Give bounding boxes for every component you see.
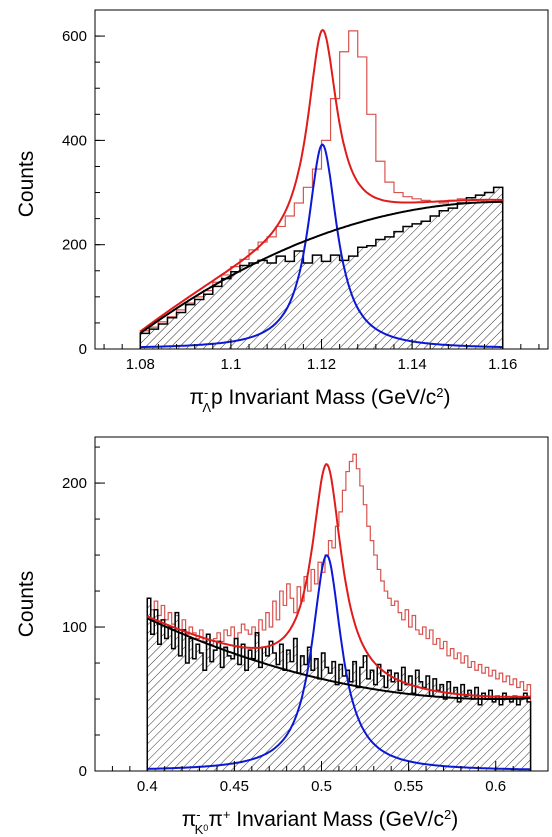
x-axis-label-kaon: π-K0π+ Invariant Mass (GeV/c2) xyxy=(182,807,458,837)
y-tick-label-lambda: 400 xyxy=(62,132,87,149)
background-fit-curve-kaon xyxy=(146,617,531,700)
fit-curves-lambda xyxy=(139,28,503,349)
chart-panel-lambda: 1.08 1.1 1.12 1.14 1.16 0 200 400 600 Counts π-Λ… xyxy=(15,9,549,415)
x-label-sup: - xyxy=(204,385,208,400)
x-tick-label-kaon: 0.55 xyxy=(394,778,423,795)
y-axis-label-lambda: Counts xyxy=(15,151,38,218)
y-axis-label-kaon: Counts xyxy=(15,571,38,638)
y-tick-label-lambda: 0 xyxy=(79,341,87,358)
y-tick-label-lambda: 600 xyxy=(62,28,87,45)
axis-ticks-kaon: 0.4 0.45 0.5 0.55 0.6 0 100 200 xyxy=(62,446,532,795)
x-tick-label-lambda: 1.1 xyxy=(220,356,241,373)
x-label-unit-sup: 2 xyxy=(436,385,443,400)
signal-fit-curve-kaon xyxy=(147,554,531,771)
total-histogram-lambda xyxy=(139,30,504,349)
x-axis-label-lambda: π-Λp Invariant Mass (GeV/c2) xyxy=(189,385,450,415)
axis-ticks-lambda: 1.08 1.1 1.12 1.14 1.16 0 200 400 600 xyxy=(62,9,540,373)
y-tick-label-kaon: 100 xyxy=(62,619,87,636)
x-label-rest: p Invariant Mass (GeV/c xyxy=(211,386,436,409)
x-tick-label-lambda: 1.08 xyxy=(126,356,155,373)
x2-label-mid: π xyxy=(208,808,223,831)
x-label-close: ) xyxy=(444,386,451,409)
x2-label-close: ) xyxy=(451,808,458,831)
hatched-area-lambda xyxy=(140,187,503,349)
x2-label-midsup: + xyxy=(223,807,231,822)
x-label-sub: Λ xyxy=(202,400,211,415)
x-tick-label-kaon: 0.6 xyxy=(485,778,506,795)
total-fit-curve-kaon xyxy=(146,463,531,698)
y-tick-label-lambda: 200 xyxy=(62,237,87,254)
background-fit-curve-lambda xyxy=(139,200,503,335)
x2-label-subsup: 0 xyxy=(203,823,208,833)
x-label-pi: π xyxy=(189,386,204,409)
fit-curves-kaon xyxy=(146,463,531,771)
x-tick-label-kaon: 0.4 xyxy=(137,778,158,795)
x2-label-sub: K xyxy=(195,822,204,837)
x-tick-label-kaon: 0.45 xyxy=(220,778,249,795)
x2-label-sup: - xyxy=(196,807,200,822)
y-tick-label-kaon: 200 xyxy=(62,475,87,492)
histogram-bars-lambda xyxy=(139,30,504,349)
y-tick-label-kaon: 0 xyxy=(79,763,87,780)
x-tick-label-lambda: 1.12 xyxy=(307,356,336,373)
x-tick-label-lambda: 1.16 xyxy=(488,356,517,373)
x2-label-unit-sup: 2 xyxy=(444,807,451,822)
histogram-bars-kaon xyxy=(146,453,532,771)
x-tick-label-kaon: 0.5 xyxy=(311,778,332,795)
signal-fit-curve-lambda xyxy=(140,143,503,349)
x2-label-rest: Invariant Mass (GeV/c xyxy=(230,808,444,831)
x2-label-pi: π xyxy=(182,808,197,831)
x-tick-label-lambda: 1.14 xyxy=(397,356,426,373)
total-fit-curve-lambda xyxy=(139,28,503,333)
background-histogram-lambda xyxy=(139,186,504,349)
